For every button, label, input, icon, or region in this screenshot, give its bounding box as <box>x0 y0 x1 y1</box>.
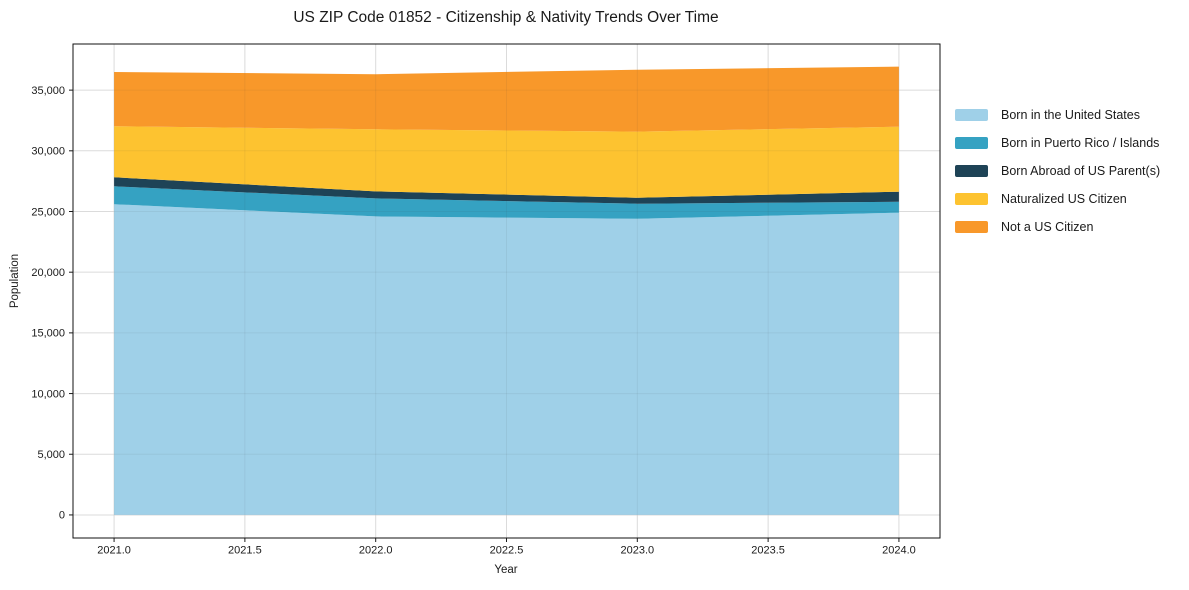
legend-item: Born Abroad of US Parent(s) <box>955 157 1160 185</box>
x-tick-label: 2021.5 <box>228 545 262 557</box>
gridlines-over <box>73 44 940 538</box>
legend: Born in the United States Born in Puerto … <box>955 101 1160 241</box>
y-tick-label: 25,000 <box>31 206 65 218</box>
legend-label: Naturalized US Citizen <box>1001 192 1127 206</box>
legend-label: Born Abroad of US Parent(s) <box>1001 164 1161 178</box>
y-tick-label: 15,000 <box>31 328 65 340</box>
legend-label: Born in the United States <box>1001 108 1140 122</box>
area-born-abroad-of-us-parent-s <box>114 177 899 204</box>
legend-item: Born in Puerto Rico / Islands <box>955 129 1160 157</box>
area-naturalized-us-citizen <box>114 126 899 198</box>
y-tick-label: 5,000 <box>37 449 65 461</box>
y-axis-label: Population <box>9 253 21 309</box>
x-tick-label: 2022.0 <box>359 545 393 557</box>
y-tick-label: 10,000 <box>31 388 65 400</box>
x-axis-label: Year <box>494 564 518 576</box>
x-tick-label: 2024.0 <box>882 545 916 557</box>
y-tick-label: 0 <box>59 510 65 522</box>
area-born-in-the-united-states <box>114 204 899 515</box>
legend-swatch <box>955 165 988 177</box>
x-tick-label: 2023.0 <box>620 545 654 557</box>
x-tick-label: 2021.0 <box>97 545 131 557</box>
y-tick-label: 35,000 <box>31 85 65 97</box>
legend-label: Born in Puerto Rico / Islands <box>1001 136 1160 150</box>
x-tick-label: 2022.5 <box>490 545 524 557</box>
x-tick-label: 2023.5 <box>751 545 785 557</box>
stacked-areas <box>114 66 899 515</box>
legend-swatch <box>955 109 988 121</box>
y-axis: 0 5,000 10,000 15,000 20,000 25,000 30,000 35,0… <box>31 85 73 522</box>
y-tick-label: 20,000 <box>31 267 65 279</box>
legend-swatch <box>955 137 988 149</box>
legend-item: Not a US Citizen <box>955 213 1160 241</box>
area-born-in-puerto-rico-islands <box>114 186 899 219</box>
area-not-a-us-citizen <box>114 66 899 132</box>
x-axis: 2021.0 2021.5 2022.0 2022.5 2023.0 2023.5 2024… <box>97 538 916 557</box>
chart-title: US ZIP Code 01852 - Citizenship & Nativi… <box>293 9 719 26</box>
legend-item: Naturalized US Citizen <box>955 185 1160 213</box>
legend-swatch <box>955 193 988 205</box>
legend-swatch <box>955 221 988 233</box>
y-tick-label: 30,000 <box>31 146 65 158</box>
legend-item: Born in the United States <box>955 101 1160 129</box>
legend-label: Not a US Citizen <box>1001 220 1094 234</box>
